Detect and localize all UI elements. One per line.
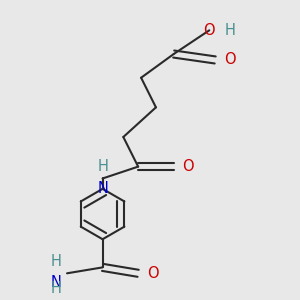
Text: O: O <box>203 23 215 38</box>
Text: N: N <box>97 182 108 196</box>
Text: O: O <box>183 159 194 174</box>
Text: O: O <box>147 266 159 281</box>
Text: H: H <box>97 159 108 174</box>
Text: H: H <box>225 23 236 38</box>
Text: O: O <box>224 52 236 68</box>
Text: N: N <box>50 275 61 290</box>
Text: H: H <box>50 281 61 296</box>
Text: H: H <box>50 254 61 269</box>
